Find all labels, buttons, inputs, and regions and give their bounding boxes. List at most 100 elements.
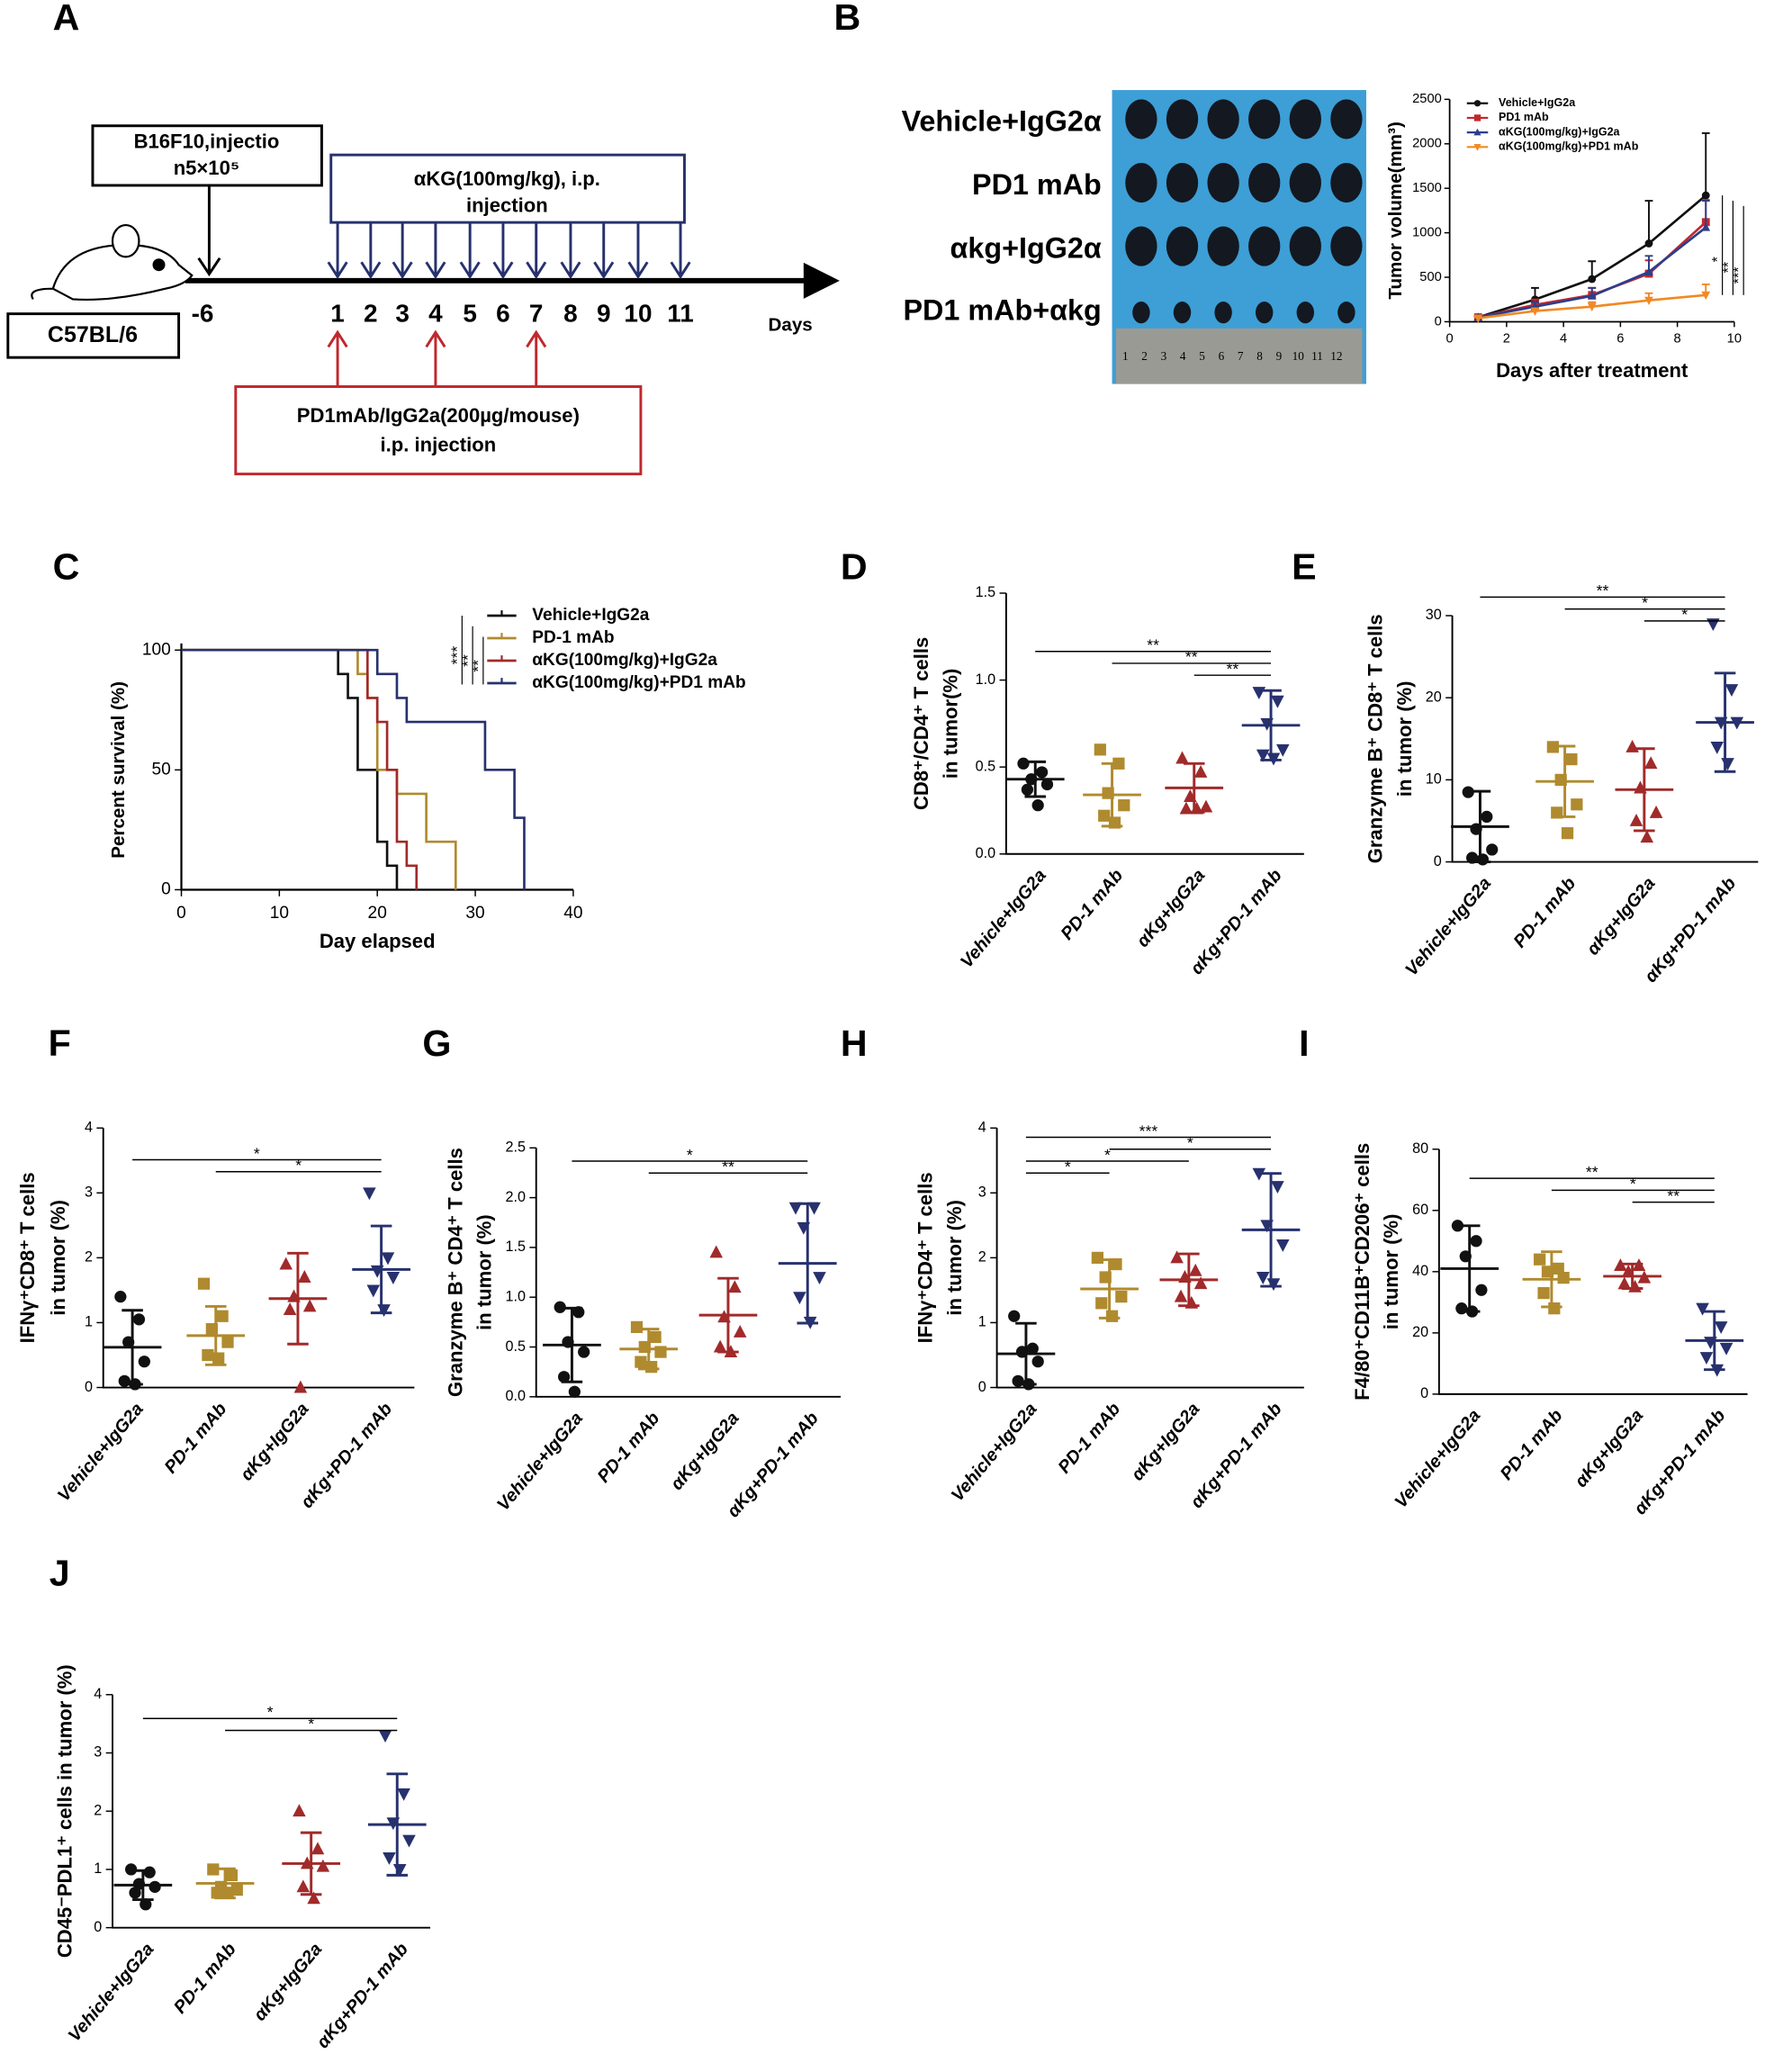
point <box>709 1245 724 1258</box>
point <box>557 1371 571 1383</box>
legend-label: PD1 mAb <box>1499 111 1549 123</box>
point <box>114 1291 127 1303</box>
arrow <box>593 222 615 280</box>
point <box>1473 100 1481 107</box>
comparison-label: * <box>308 1715 314 1733</box>
box-text: injection <box>466 194 548 216</box>
row-label: PD1 mAb <box>972 168 1102 201</box>
point <box>788 1202 803 1215</box>
point <box>578 1346 590 1358</box>
point <box>1475 1284 1488 1296</box>
y-axis-label: in tumor (%) <box>1393 680 1416 797</box>
error-bar <box>1458 1224 1481 1313</box>
point <box>211 1887 223 1899</box>
error-bar <box>1178 1252 1200 1308</box>
error-bar <box>1701 131 1710 196</box>
tumor <box>1214 302 1232 324</box>
point <box>807 1202 821 1215</box>
x-tick-label: αKg+IgG2a <box>1583 874 1660 959</box>
point <box>1256 749 1270 762</box>
comparison-label: ** <box>722 1158 734 1176</box>
point <box>386 1272 401 1284</box>
error-bar <box>1024 760 1047 798</box>
timeline-label: -6 <box>192 299 214 327</box>
y-axis-label: in tumor (%) <box>47 1200 69 1316</box>
y-tick-label: 500 <box>1419 270 1442 284</box>
y-tick-label: 2.0 <box>505 1189 525 1205</box>
point <box>1031 1356 1044 1368</box>
y-tick-label: 10 <box>1426 771 1442 788</box>
error-bar <box>561 1306 583 1383</box>
y-tick-label: 3 <box>94 1744 102 1761</box>
ruler-label: 4 <box>1180 349 1186 363</box>
y-tick-label: 40 <box>1412 1263 1428 1279</box>
annotation: ** <box>1720 261 1736 273</box>
mouse-label: C57BL/6 <box>48 322 138 347</box>
legend-label: Vehicle+IgG2a <box>532 606 649 625</box>
point <box>140 1898 152 1911</box>
timeline-label: 3 <box>395 299 410 327</box>
y-tick-label: 1 <box>94 1860 102 1877</box>
point <box>230 1883 243 1896</box>
point <box>302 1299 317 1312</box>
point <box>1640 830 1654 843</box>
x-tick-label: PD-1 mAb <box>1054 1400 1124 1478</box>
x-tick-label: Vehicle+IgG2a <box>54 1400 148 1506</box>
tumor <box>1125 99 1157 140</box>
x-tick-label: 0 <box>1446 331 1454 346</box>
point <box>1710 741 1724 754</box>
x-tick-label: 0 <box>176 904 186 923</box>
point <box>1031 799 1044 812</box>
point <box>554 1301 566 1313</box>
error-bar <box>386 1772 409 1877</box>
point <box>1588 275 1597 284</box>
comparison-label: ** <box>1185 648 1198 666</box>
timeline-label: 2 <box>364 299 378 327</box>
tumor <box>1207 226 1239 266</box>
x-tick-label: PD-1 mAb <box>1057 866 1127 944</box>
ruler <box>1115 328 1363 384</box>
point <box>397 1788 410 1801</box>
timeline-label: 9 <box>597 299 611 327</box>
x-tick-label: 20 <box>368 904 387 923</box>
point <box>225 1869 239 1882</box>
row-label: PD1 mAb+αkg <box>903 294 1101 327</box>
point <box>813 1272 826 1285</box>
point <box>1643 756 1658 770</box>
row-label: Vehicle+IgG2α <box>902 104 1102 137</box>
y-tick-label: 0 <box>1420 1385 1428 1401</box>
diagram: B16F10,injectio n5×10⁵ αKG(100mg/kg), i.… <box>6 124 840 476</box>
ruler-label: 9 <box>1276 349 1283 363</box>
x-tick-label: αKg+IgG2a <box>250 1940 327 2025</box>
point <box>1094 743 1106 756</box>
axis <box>112 1694 431 1929</box>
point <box>1271 695 1284 708</box>
y-tick-label: 0.0 <box>976 845 995 861</box>
y-tick-label: 0 <box>978 1379 986 1395</box>
ruler-label: 3 <box>1161 349 1167 363</box>
point <box>129 1887 141 1899</box>
error-bar <box>1714 671 1736 773</box>
y-axis-label: CD45⁻PDL1⁺ cells in tumor (%) <box>53 1664 76 1958</box>
point <box>402 1834 416 1848</box>
y-tick-label: 4 <box>94 1686 102 1702</box>
timeline-label: 7 <box>529 299 544 327</box>
y-axis-label: in tumor(%) <box>939 669 961 779</box>
point <box>635 1356 647 1368</box>
y-tick-label: 0.5 <box>976 758 995 774</box>
point <box>363 1187 376 1201</box>
panel-letter: C <box>53 545 80 587</box>
timeline-label: 1 <box>330 299 345 327</box>
point <box>1548 1302 1561 1315</box>
comparison-label: * <box>254 1144 260 1162</box>
panel-letter: E <box>1292 545 1316 587</box>
point <box>1644 266 1653 276</box>
point <box>207 1863 220 1876</box>
point <box>1115 1291 1128 1303</box>
point <box>1721 758 1734 771</box>
y-tick-label: 0 <box>1435 314 1442 329</box>
comparison-label: * <box>1104 1146 1111 1164</box>
error-bar <box>1541 1250 1562 1309</box>
tumor <box>1289 162 1321 203</box>
